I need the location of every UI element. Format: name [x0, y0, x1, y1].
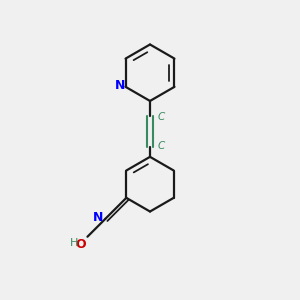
Text: C: C: [158, 140, 165, 151]
Text: N: N: [92, 211, 103, 224]
Text: N: N: [115, 79, 125, 92]
Text: C: C: [158, 112, 165, 122]
Text: H: H: [70, 238, 78, 248]
Text: O: O: [75, 238, 86, 251]
